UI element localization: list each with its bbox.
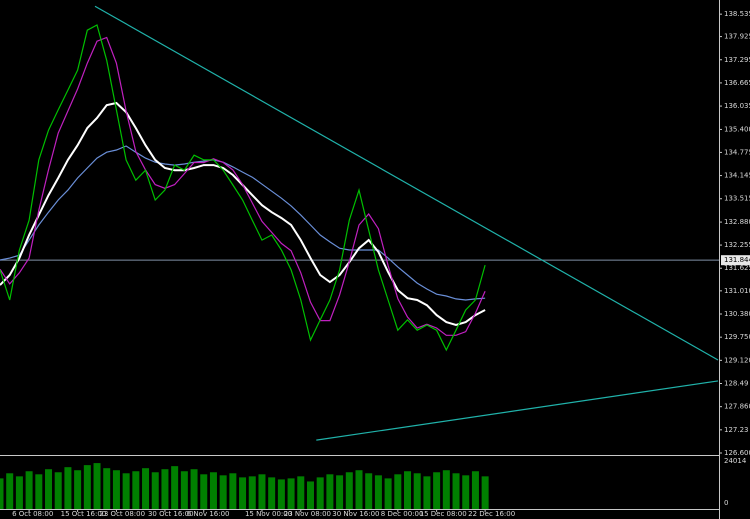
y-tick-label: 134.145 xyxy=(724,172,750,180)
volume-bar xyxy=(481,476,489,509)
y-tick-label: 127.860 xyxy=(724,403,750,411)
x-tick-label: 8 Dec 00:00 xyxy=(381,510,424,518)
y-tick-label: 137.295 xyxy=(724,56,750,64)
volume-bar xyxy=(74,470,82,509)
volume-bar xyxy=(471,471,479,509)
volume-bar xyxy=(151,472,159,509)
volume-bar xyxy=(229,473,237,509)
y-tick-label: 136.665 xyxy=(724,79,750,87)
trend-line xyxy=(94,5,719,361)
moving-average xyxy=(0,36,486,336)
volume-bar xyxy=(103,468,111,509)
y-tick-label: 126.600 xyxy=(724,449,750,457)
volume-bar xyxy=(122,473,130,509)
volume-bar xyxy=(277,479,285,509)
volume-bar xyxy=(442,470,450,509)
volume-bar xyxy=(462,475,470,509)
y-tick-label: 130.380 xyxy=(724,310,750,318)
volume-bar xyxy=(404,471,412,509)
y-tick-label: 127.23 xyxy=(724,426,749,434)
volume-bar xyxy=(433,472,441,509)
volume-bar xyxy=(132,471,140,509)
volume-bar xyxy=(384,478,392,509)
y-tick-label: 132.255 xyxy=(724,241,750,249)
volume-bar xyxy=(0,478,4,509)
moving-average xyxy=(0,145,486,301)
y-tick-label: 135.400 xyxy=(724,125,750,133)
volume-bar xyxy=(355,470,363,509)
volume-bar xyxy=(248,476,256,509)
trend-line xyxy=(316,380,719,441)
x-tick-label: 6 Oct 08:00 xyxy=(12,510,53,518)
x-tick-label: 30 Oct 16:00 xyxy=(148,510,194,518)
x-tick-label: 23 Nov 08:00 xyxy=(284,510,331,518)
volume-bar xyxy=(45,469,53,509)
volume-bar xyxy=(209,472,217,509)
volume-bar xyxy=(239,477,247,509)
volume-bar xyxy=(336,475,344,509)
volume-bar xyxy=(142,468,150,509)
volume-bar xyxy=(35,474,43,509)
x-tick-label: 15 Oct 16:00 xyxy=(61,510,107,518)
x-tick-label: 22 Dec 16:00 xyxy=(468,510,515,518)
volume-bar xyxy=(374,475,382,509)
volume-bar xyxy=(316,477,324,509)
volume-bar xyxy=(423,476,431,509)
volume-bar xyxy=(112,470,120,509)
volume-bar xyxy=(306,481,314,509)
volume-bar xyxy=(171,466,179,509)
volume-bar xyxy=(219,475,227,509)
volume-bar xyxy=(161,469,169,509)
volume-bar xyxy=(25,471,33,509)
volume-bar xyxy=(287,478,295,509)
volume-bar xyxy=(258,474,266,509)
volume-tick-label: 24014 xyxy=(724,457,747,465)
y-tick-label: 129.120 xyxy=(724,356,750,364)
x-tick-label: 15 Dec 08:00 xyxy=(420,510,467,518)
volume-bar xyxy=(365,473,373,509)
volume-bar xyxy=(54,472,62,509)
volume-tick-label: 0 xyxy=(724,499,728,507)
current-price-box xyxy=(721,255,750,266)
x-tick-label: 23 Oct 08:00 xyxy=(99,510,145,518)
y-tick-label: 137.925 xyxy=(724,33,750,41)
y-tick-label: 129.750 xyxy=(724,333,750,341)
volume-bar xyxy=(180,471,188,509)
volume-bar xyxy=(83,465,91,509)
y-tick-label: 128.49 xyxy=(724,380,749,388)
y-tick-label: 134.775 xyxy=(724,148,750,156)
volume-bar xyxy=(394,474,402,509)
volume-bar xyxy=(297,476,305,509)
y-tick-label: 131.625 xyxy=(724,264,750,272)
volume-bar xyxy=(413,473,421,509)
volume-bar xyxy=(268,477,276,509)
volume-bar xyxy=(326,474,334,509)
x-tick-label: 6 Nov 16:00 xyxy=(187,510,230,518)
volume-bar xyxy=(190,469,198,509)
y-tick-label: 132.880 xyxy=(724,218,750,226)
volume-bar xyxy=(452,473,460,509)
volume-bar xyxy=(64,467,72,509)
y-tick-label: 133.515 xyxy=(724,195,750,203)
volume-bar xyxy=(345,472,353,509)
y-tick-label: 131.010 xyxy=(724,287,750,295)
current-price-label: 131.844 xyxy=(724,256,750,264)
volume-bar xyxy=(6,473,14,509)
x-tick-label: 30 Nov 16:00 xyxy=(332,510,379,518)
price-line xyxy=(0,24,486,352)
x-tick-label: 15 Nov 00:00 xyxy=(245,510,292,518)
volume-bar xyxy=(200,474,208,509)
y-tick-label: 138.535 xyxy=(724,10,750,18)
volume-bar xyxy=(15,476,23,509)
y-tick-label: 136.035 xyxy=(724,102,750,110)
volume-bar xyxy=(93,463,101,509)
